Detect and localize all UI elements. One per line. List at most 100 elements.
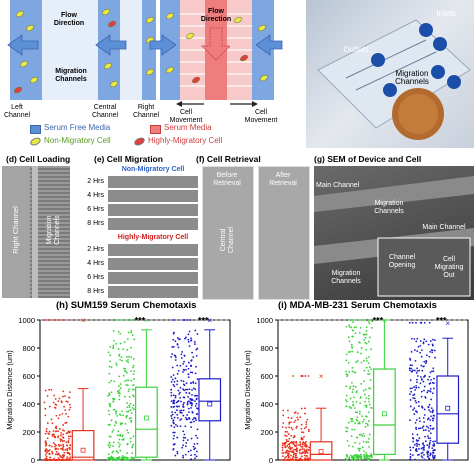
data-point	[417, 345, 420, 348]
data-point	[175, 405, 178, 408]
y-tick-label: 600	[260, 372, 273, 381]
data-point	[111, 451, 114, 454]
data-point	[131, 388, 134, 391]
data-point	[354, 371, 357, 374]
y-tick-label: 600	[22, 372, 35, 381]
data-point	[303, 454, 306, 457]
g-migration-channels-2: Migration Channels	[331, 270, 361, 285]
data-point	[176, 383, 178, 386]
data-point	[49, 459, 51, 461]
data-point	[292, 458, 295, 461]
data-point	[107, 444, 110, 446]
data-point	[189, 319, 191, 321]
data-point	[362, 432, 365, 435]
data-point	[365, 451, 368, 454]
data-point	[117, 330, 120, 333]
data-point	[172, 419, 175, 422]
data-point	[346, 375, 348, 378]
data-point	[429, 427, 432, 430]
data-point	[130, 412, 133, 415]
data-point	[351, 458, 354, 461]
data-point	[432, 387, 435, 390]
data-point	[358, 449, 361, 452]
data-point	[126, 443, 129, 446]
data-point	[131, 446, 133, 449]
max-marker-2: ×	[207, 316, 212, 325]
data-point	[347, 336, 350, 339]
data-point	[55, 444, 57, 447]
data-point	[182, 430, 185, 433]
data-point	[190, 437, 193, 440]
data-point	[128, 388, 131, 391]
cell-movement-label-1: Cell Movement	[169, 109, 203, 124]
data-point	[413, 386, 416, 388]
data-point	[416, 433, 419, 436]
data-point	[345, 426, 347, 429]
data-point	[431, 351, 434, 354]
data-point	[52, 319, 55, 321]
scatter-points-1	[106, 319, 136, 461]
data-point	[183, 355, 186, 357]
data-point	[186, 388, 189, 391]
data-point	[367, 411, 370, 414]
data-point	[196, 450, 198, 453]
data-point	[409, 379, 412, 382]
data-point	[419, 340, 422, 342]
data-point	[369, 387, 372, 390]
data-point	[417, 427, 420, 430]
data-point	[307, 428, 310, 431]
data-point	[422, 341, 425, 344]
data-point	[182, 396, 185, 399]
data-point	[116, 390, 119, 393]
data-point	[119, 423, 122, 426]
data-point	[302, 431, 305, 434]
data-point	[69, 456, 72, 459]
data-point	[353, 456, 356, 459]
data-point	[172, 383, 175, 386]
data-point	[414, 399, 417, 402]
data-point	[191, 402, 194, 405]
data-point	[124, 395, 126, 398]
f-central-channel-label: Central Channel	[220, 226, 235, 254]
data-point	[115, 362, 118, 365]
data-point	[358, 332, 361, 334]
flow-arrow-down-icon	[201, 27, 231, 61]
data-point	[185, 382, 188, 385]
data-point	[126, 379, 128, 382]
data-point	[185, 391, 188, 394]
data-point	[188, 330, 191, 333]
data-point	[369, 319, 371, 321]
data-point	[190, 382, 193, 384]
data-point	[429, 439, 432, 442]
data-point	[189, 371, 192, 374]
data-point	[285, 459, 288, 461]
data-point	[353, 407, 356, 409]
data-point	[185, 368, 187, 371]
data-point	[426, 391, 429, 394]
data-point	[361, 319, 363, 321]
data-point	[190, 399, 193, 401]
data-point	[176, 380, 179, 383]
data-point	[125, 360, 128, 362]
data-point	[348, 405, 351, 408]
data-point	[285, 438, 288, 441]
data-point	[371, 320, 374, 323]
data-point	[172, 332, 175, 335]
data-point	[58, 414, 61, 416]
data-point	[423, 408, 426, 411]
data-point	[69, 444, 72, 447]
data-point	[60, 432, 63, 434]
data-point	[412, 397, 415, 399]
data-point	[412, 369, 414, 372]
data-point	[295, 452, 298, 455]
data-point	[354, 385, 357, 388]
data-point	[293, 443, 295, 446]
data-point	[174, 340, 177, 343]
data-point	[179, 391, 181, 394]
data-point	[305, 421, 308, 423]
data-point	[350, 343, 353, 346]
data-point	[182, 368, 185, 371]
data-point	[188, 388, 191, 391]
e-time-bottom-3: 8 Hrs	[87, 288, 104, 295]
data-point	[301, 445, 304, 448]
